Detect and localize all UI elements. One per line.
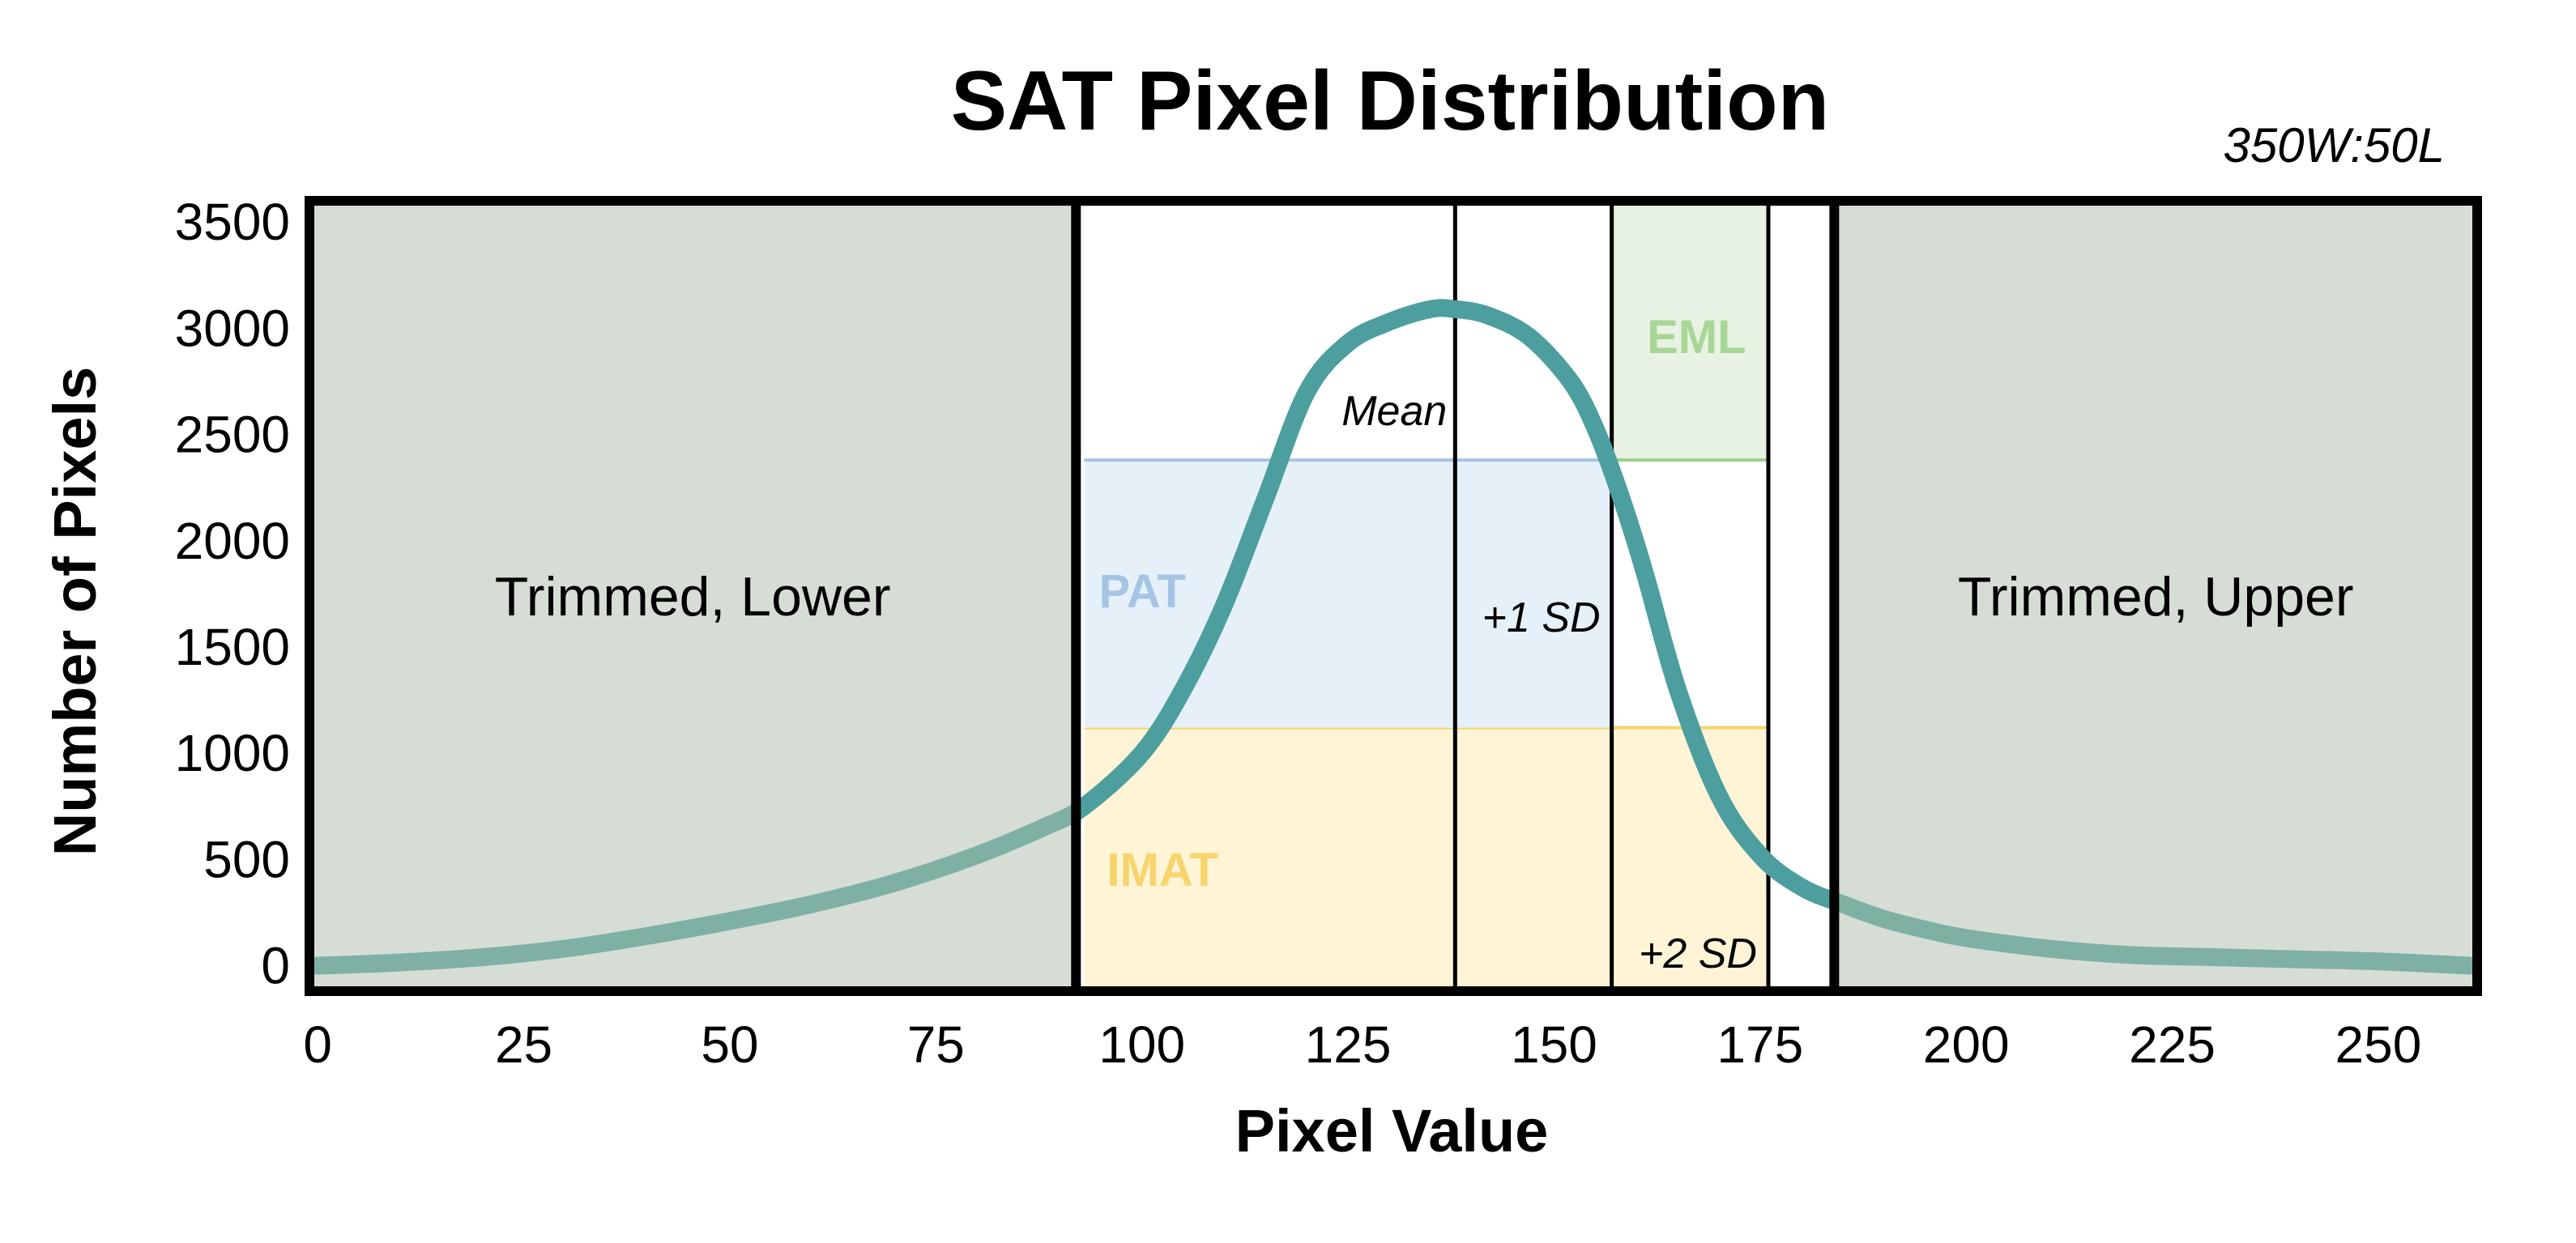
y-tick-label: 3000 xyxy=(175,299,290,357)
chart-labels: Trimmed, Lower Trimmed, Upper IMAT PAT EML Me… xyxy=(495,311,2354,977)
region-trimmed-upper xyxy=(1834,201,2477,991)
region-label-trimmed-upper: Trimmed, Upper xyxy=(1958,566,2354,628)
x-tick-label: 100 xyxy=(1098,1015,1185,1074)
region-label-trimmed-lower: Trimmed, Lower xyxy=(495,566,891,628)
window-level-label: 350W:50L xyxy=(2223,118,2445,172)
chart-title: SAT Pixel Distribution xyxy=(951,54,1829,148)
x-tick-label: 225 xyxy=(2129,1015,2216,1074)
band-label-imat: IMAT xyxy=(1107,844,1218,896)
marker-label-mean: Mean xyxy=(1341,388,1447,435)
band-label-pat: PAT xyxy=(1098,565,1185,618)
x-tick-label: 25 xyxy=(495,1015,552,1074)
trimmed-regions xyxy=(309,201,2477,991)
x-tick-label: 175 xyxy=(1717,1015,1803,1074)
band-eml xyxy=(1611,201,1768,461)
distribution-curve-layer xyxy=(309,299,2478,975)
x-tick-label: 75 xyxy=(907,1015,965,1074)
marker-label-1-sd: +1 SD xyxy=(1482,594,1601,641)
y-tick-label: 500 xyxy=(203,830,290,888)
plot-border xyxy=(305,196,2482,996)
x-tick-label: 200 xyxy=(1923,1015,2010,1074)
plot-frame xyxy=(305,196,2482,996)
y-tick-label: 2000 xyxy=(175,512,290,570)
distribution-curve xyxy=(1076,299,1835,911)
band-label-eml: EML xyxy=(1647,311,1746,364)
y-axis-ticks: 0 500 1000 1500 2000 2500 3000 3500 xyxy=(175,193,290,994)
y-axis-title: Number of Pixels xyxy=(41,367,109,857)
x-axis-ticks: 0 25 50 75 100 125 150 175 200 225 250 xyxy=(303,1015,2421,1074)
x-tick-label: 250 xyxy=(2335,1015,2422,1074)
band-imat xyxy=(1084,727,1768,991)
marker-label-2-sd: +2 SD xyxy=(1639,930,1757,977)
y-tick-label: 3500 xyxy=(175,193,290,251)
y-tick-label: 0 xyxy=(261,937,290,995)
x-tick-label: 0 xyxy=(303,1015,332,1074)
x-tick-label: 150 xyxy=(1511,1015,1597,1074)
y-tick-label: 2500 xyxy=(175,406,290,464)
band-pat xyxy=(1084,460,1612,728)
x-tick-label: 125 xyxy=(1305,1015,1392,1074)
y-tick-label: 1500 xyxy=(175,618,290,676)
y-tick-label: 1000 xyxy=(175,724,290,782)
threshold-bands xyxy=(1084,201,1768,991)
x-axis-title: Pixel Value xyxy=(1235,1097,1549,1164)
x-tick-label: 50 xyxy=(701,1015,758,1074)
